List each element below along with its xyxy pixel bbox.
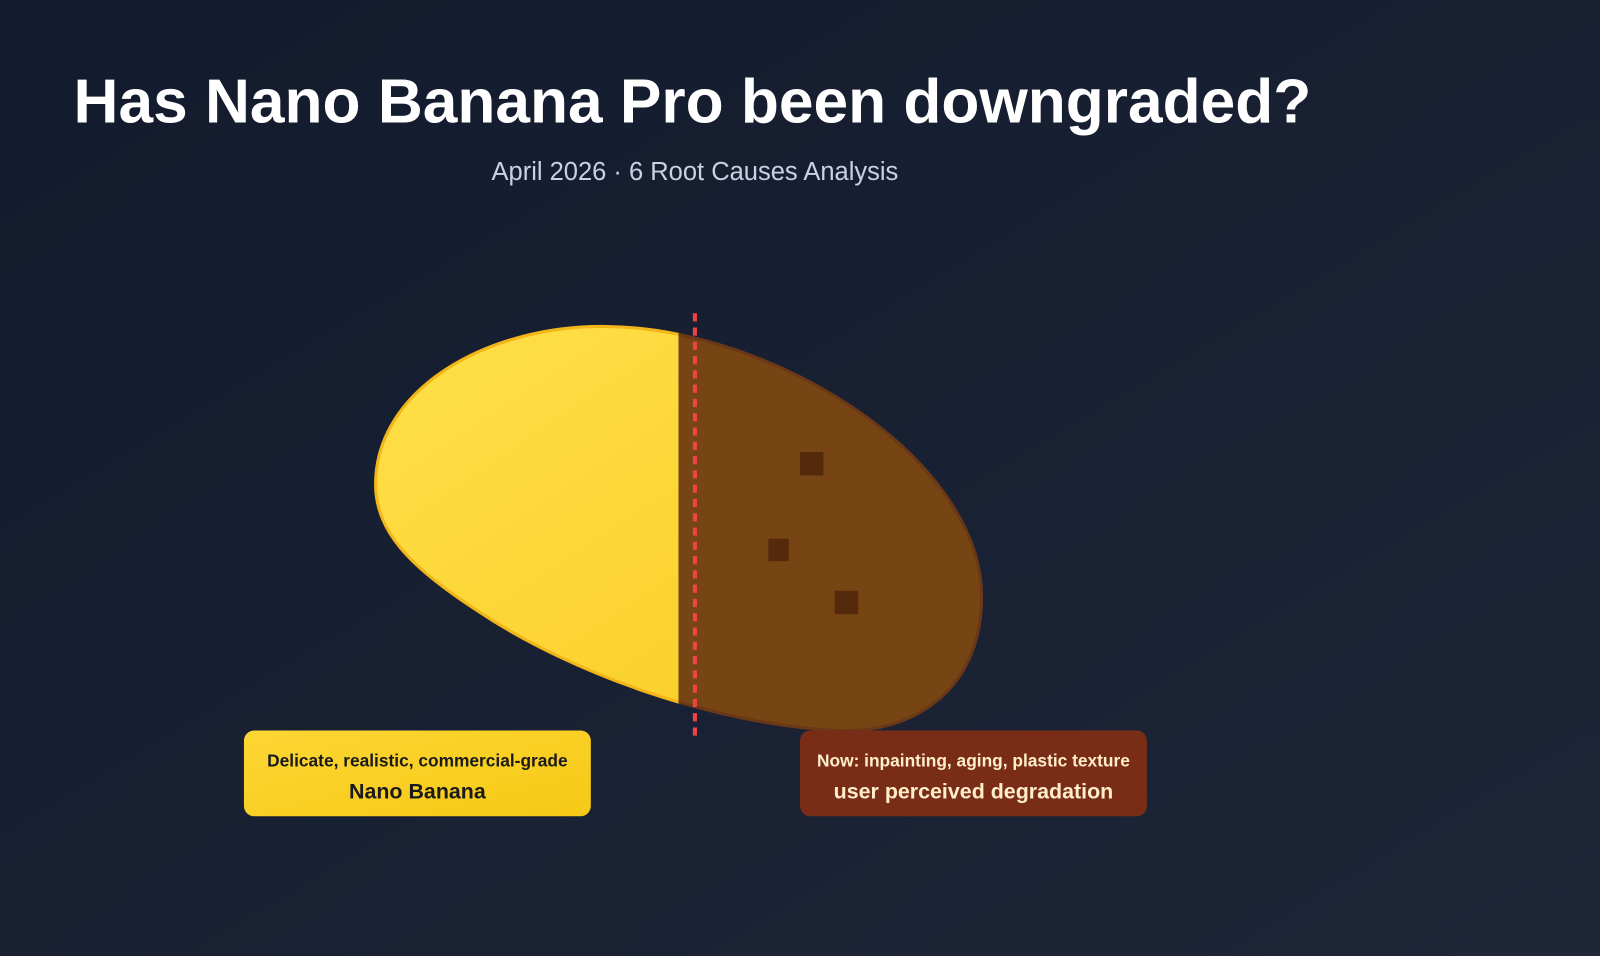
before-label-box (243, 730, 591, 817)
after-caption: Now: inpainting, aging, plastic texture (817, 751, 1130, 771)
fresh-half (374, 324, 679, 704)
spot (800, 451, 824, 476)
spot (834, 590, 859, 615)
banana (374, 324, 984, 733)
spot (768, 538, 789, 562)
before-caption: Delicate, realistic, commercial-grade (267, 751, 568, 771)
before-name: Nano Banana (349, 779, 487, 803)
after-label-box (800, 730, 1147, 817)
title: Has Nano Banana Pro been downgraded? (74, 67, 1312, 136)
after-name: user perceived degradation (834, 779, 1114, 803)
subtitle: April 2026 · 6 Root Causes Analysis (492, 158, 899, 186)
aged-half (678, 332, 984, 733)
